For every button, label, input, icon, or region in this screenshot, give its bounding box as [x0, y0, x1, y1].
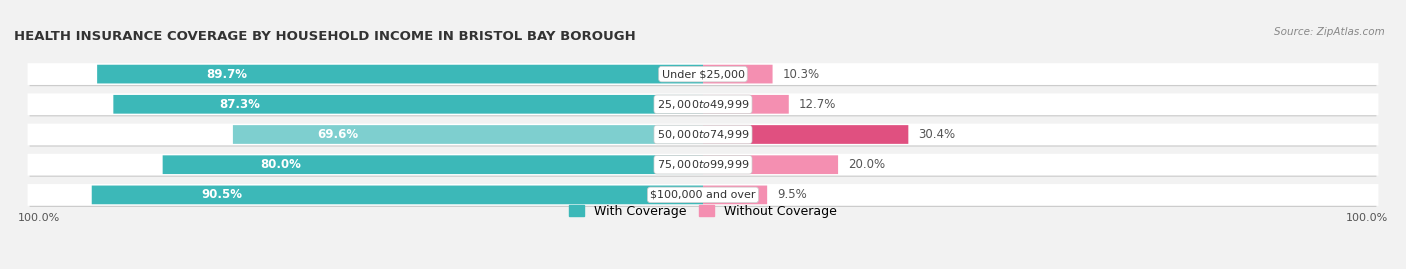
Text: $50,000 to $74,999: $50,000 to $74,999 — [657, 128, 749, 141]
Text: $25,000 to $49,999: $25,000 to $49,999 — [657, 98, 749, 111]
FancyBboxPatch shape — [30, 95, 1376, 116]
FancyBboxPatch shape — [28, 93, 1378, 115]
FancyBboxPatch shape — [28, 184, 1378, 206]
FancyBboxPatch shape — [233, 125, 703, 144]
Text: 80.0%: 80.0% — [260, 158, 301, 171]
Legend: With Coverage, Without Coverage: With Coverage, Without Coverage — [564, 200, 842, 223]
FancyBboxPatch shape — [91, 186, 703, 204]
Text: 100.0%: 100.0% — [17, 214, 59, 224]
FancyBboxPatch shape — [703, 65, 772, 83]
FancyBboxPatch shape — [703, 155, 838, 174]
FancyBboxPatch shape — [30, 125, 1376, 147]
Text: $75,000 to $99,999: $75,000 to $99,999 — [657, 158, 749, 171]
Text: $100,000 and over: $100,000 and over — [650, 190, 756, 200]
Text: 12.7%: 12.7% — [799, 98, 837, 111]
FancyBboxPatch shape — [28, 63, 1378, 85]
Text: 10.3%: 10.3% — [783, 68, 820, 81]
Text: Under $25,000: Under $25,000 — [661, 69, 745, 79]
FancyBboxPatch shape — [703, 95, 789, 114]
Text: 9.5%: 9.5% — [778, 188, 807, 201]
Text: 69.6%: 69.6% — [318, 128, 359, 141]
FancyBboxPatch shape — [28, 124, 1378, 145]
Text: HEALTH INSURANCE COVERAGE BY HOUSEHOLD INCOME IN BRISTOL BAY BOROUGH: HEALTH INSURANCE COVERAGE BY HOUSEHOLD I… — [14, 30, 636, 43]
FancyBboxPatch shape — [97, 65, 703, 83]
FancyBboxPatch shape — [114, 95, 703, 114]
FancyBboxPatch shape — [703, 125, 908, 144]
Text: 89.7%: 89.7% — [207, 68, 247, 81]
FancyBboxPatch shape — [28, 154, 1378, 176]
FancyBboxPatch shape — [30, 65, 1376, 86]
FancyBboxPatch shape — [703, 186, 768, 204]
Text: 90.5%: 90.5% — [202, 188, 243, 201]
Text: Source: ZipAtlas.com: Source: ZipAtlas.com — [1274, 27, 1385, 37]
Text: 87.3%: 87.3% — [219, 98, 260, 111]
FancyBboxPatch shape — [163, 155, 703, 174]
FancyBboxPatch shape — [30, 155, 1376, 177]
Text: 20.0%: 20.0% — [848, 158, 886, 171]
Text: 30.4%: 30.4% — [918, 128, 956, 141]
FancyBboxPatch shape — [30, 185, 1376, 207]
Text: 100.0%: 100.0% — [1347, 214, 1389, 224]
